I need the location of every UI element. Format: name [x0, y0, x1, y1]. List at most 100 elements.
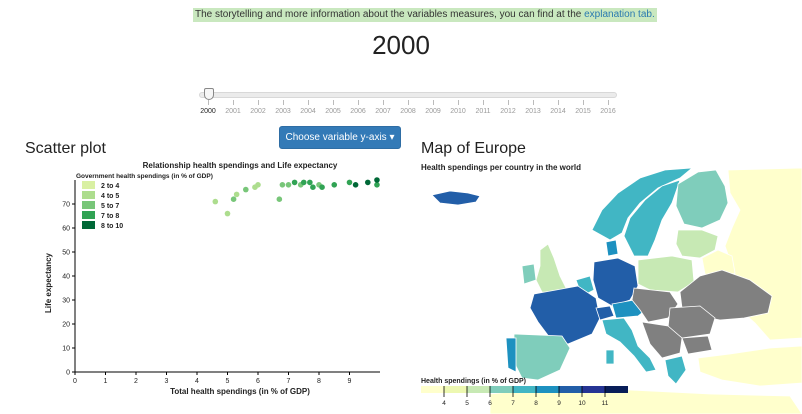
scatter-point[interactable] [279, 182, 286, 188]
slider-year-label[interactable]: 2004 [300, 108, 316, 115]
map-country-greece[interactable] [664, 355, 687, 385]
scatter-point[interactable] [319, 184, 325, 190]
scatter-legend-label: 5 to 7 [101, 203, 119, 210]
map-country-germany[interactable] [592, 257, 639, 307]
scatter-point[interactable] [346, 179, 353, 186]
slider-year-label[interactable]: 2006 [350, 108, 366, 115]
map-country-portugal[interactable] [505, 337, 517, 373]
map-country-switzerland[interactable] [595, 305, 615, 321]
map-country-sardinia[interactable] [605, 349, 615, 365]
slider-tick-mark [608, 100, 609, 105]
map-country-france[interactable] [529, 285, 601, 345]
slider-year-label[interactable]: 2000 [200, 108, 216, 115]
slider-year-label[interactable]: 2013 [525, 108, 541, 115]
scatter-point[interactable] [300, 179, 307, 186]
map-country-central-europe[interactable] [631, 287, 679, 323]
scatter-point[interactable] [212, 198, 219, 205]
scatter-point[interactable] [374, 177, 380, 183]
scatter-legend-label: 4 to 5 [101, 193, 119, 200]
map-country-balkans[interactable] [641, 321, 683, 359]
scatter-x-tick-label: 6 [256, 378, 260, 385]
map-country-finland[interactable] [675, 169, 729, 229]
slider-tick-mark [408, 100, 409, 105]
scatter-x-tick-label: 7 [287, 378, 291, 385]
map-country-iceland[interactable] [431, 190, 481, 206]
map-legend-tick-label: 6 [488, 400, 492, 407]
scatter-legend-title: Government health spendings (in % of GDP… [76, 173, 213, 180]
scatter-point[interactable] [310, 184, 316, 190]
slider-tick-mark [583, 100, 584, 105]
scatter-x-tick-label: 2 [134, 378, 138, 385]
slider-year-label[interactable]: 2014 [550, 108, 566, 115]
slider-year-label[interactable]: 2016 [600, 108, 616, 115]
explanation-tab-link[interactable]: explanation tab. [584, 9, 655, 20]
scatter-point[interactable] [276, 196, 283, 202]
scatter-point[interactable] [331, 182, 338, 188]
scatter-point[interactable] [285, 182, 292, 188]
scatter-x-tick-label: 3 [165, 378, 169, 385]
scatter-y-tick-label: 0 [66, 370, 70, 377]
scatter-y-tick-label: 20 [62, 322, 70, 329]
scatter-y-axis-label: Life expectancy [44, 252, 53, 313]
slider-tick-mark [283, 100, 284, 105]
slider-year-label[interactable]: 2011 [475, 108, 491, 115]
scatter-legend-swatch [82, 201, 95, 209]
scatter-y-tick-label: 50 [62, 250, 70, 257]
slider-year-label[interactable]: 2008 [400, 108, 416, 115]
slider-year-label[interactable]: 2009 [425, 108, 441, 115]
map-country-turkey[interactable] [697, 345, 802, 387]
map-country-ireland[interactable] [521, 263, 537, 285]
scatter-legend-swatch [82, 221, 95, 229]
map-legend-tick-label: 11 [602, 400, 609, 407]
scatter-y-tick-label: 70 [62, 202, 70, 209]
map-country-poland[interactable] [637, 255, 695, 293]
slider-year-label[interactable]: 2001 [225, 108, 241, 115]
map-country-norway[interactable] [591, 167, 694, 241]
map-legend-tick-label: 7 [511, 400, 515, 407]
map-country-baltics[interactable] [675, 229, 719, 259]
scatter-point[interactable] [230, 196, 237, 202]
slider-tick-mark [333, 100, 334, 105]
slider-year-label[interactable]: 2003 [275, 108, 291, 115]
scatter-point[interactable] [307, 179, 313, 186]
scatter-point[interactable] [374, 182, 380, 188]
scatter-point[interactable] [365, 179, 371, 186]
map-legend-tick-label: 10 [578, 400, 586, 407]
map-country-uk[interactable] [535, 243, 567, 295]
scatter-legend-label: 2 to 4 [101, 183, 119, 190]
slider-year-label[interactable]: 2005 [325, 108, 341, 115]
slider-ticks: 2000 2001 2002 2003 2004 2005 2006 2007 2008 2009… [199, 100, 617, 115]
choose-y-axis-button[interactable]: Choose variable y-axis ▾ [279, 126, 401, 149]
map-country-bulgaria[interactable] [681, 335, 713, 355]
slider-year-label[interactable]: 2012 [500, 108, 516, 115]
slider-year-label[interactable]: 2015 [575, 108, 591, 115]
map-country-italy[interactable] [601, 317, 657, 373]
slider-tick-mark [533, 100, 534, 105]
scatter-x-tick-label: 9 [348, 378, 352, 385]
slider-track[interactable] [199, 92, 617, 98]
slider-tick-mark [508, 100, 509, 105]
slider-year-label[interactable]: 2002 [250, 108, 266, 115]
map-country-sweden[interactable] [623, 179, 681, 257]
map-legend-tick-label: 8 [534, 400, 538, 407]
slider-tick-mark [558, 100, 559, 105]
slider-year-label[interactable]: 2007 [375, 108, 391, 115]
scatter-point[interactable] [352, 182, 359, 188]
scatter-point[interactable] [291, 179, 298, 186]
year-slider[interactable]: 2000 2001 2002 2003 2004 2005 2006 2007 2008 2009… [199, 88, 617, 118]
scatter-x-tick-label: 8 [317, 378, 321, 385]
scatter-point[interactable] [255, 182, 261, 188]
slider-tick-mark [208, 100, 209, 105]
map-legend-swatch [421, 386, 444, 393]
slider-handle[interactable] [204, 88, 214, 100]
map-country-denmark[interactable] [605, 239, 619, 257]
map-country-spain[interactable] [513, 333, 571, 381]
scatter-point[interactable] [224, 210, 231, 217]
map-legend-swatch [467, 386, 490, 393]
map-subtitle: Health spendings per country in the worl… [421, 163, 581, 172]
scatter-point[interactable] [233, 191, 240, 198]
scatter-point[interactable] [243, 186, 249, 193]
slider-tick-mark [458, 100, 459, 105]
slider-year-label[interactable]: 2010 [450, 108, 466, 115]
scatter-legend-label: 8 to 10 [101, 223, 123, 230]
